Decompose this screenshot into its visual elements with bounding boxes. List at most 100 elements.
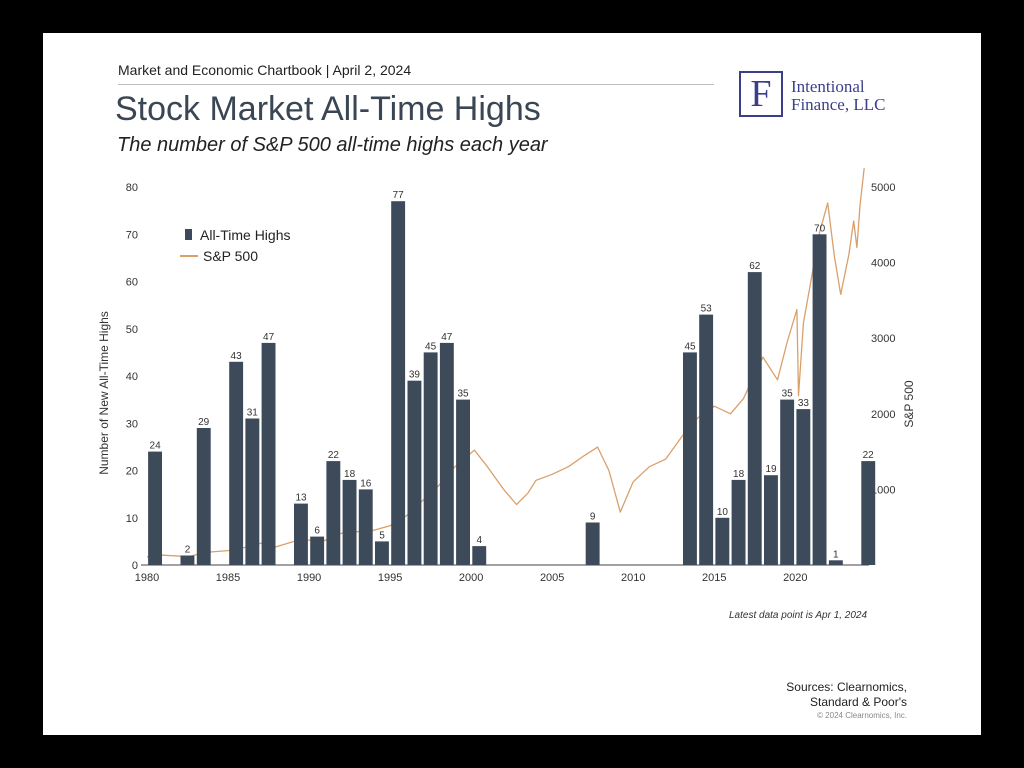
- bar-1985: [229, 361, 244, 565]
- legend-bar-swatch: [185, 229, 192, 240]
- y-tick-label: 80: [126, 182, 138, 194]
- bar-1993: [358, 489, 373, 565]
- bar-2000: [472, 546, 487, 565]
- bar-label-1987: 47: [263, 332, 275, 343]
- y-right-axis-title: S&P 500: [902, 380, 916, 427]
- bar-2020: [796, 409, 811, 565]
- bar-label-1982: 2: [185, 545, 191, 556]
- bar-label-1999: 35: [457, 389, 469, 400]
- chart-subtitle: The number of S&P 500 all-time highs eac…: [117, 134, 548, 156]
- bar-label-1993: 16: [360, 478, 372, 489]
- bar-1992: [342, 479, 357, 565]
- x-tick-label: 1990: [297, 572, 321, 584]
- y-tick-label: 60: [126, 277, 138, 289]
- bar-2014: [699, 314, 714, 565]
- y-tick-label: 30: [126, 418, 138, 430]
- legend-sp500: S&P 500: [203, 248, 258, 264]
- bar-label-1998: 47: [441, 332, 453, 343]
- y-right-tick-label: 4000: [871, 258, 895, 270]
- y-tick-label: 70: [126, 229, 138, 241]
- all-time-highs-chart: 1980 1985 1990 1995 2000 2005 2010 2015 20200102…: [97, 168, 916, 584]
- legend-all-time-highs: All-Time Highs: [200, 227, 291, 243]
- y-tick-label: 10: [126, 513, 138, 525]
- bar-label-1997: 45: [425, 341, 437, 352]
- bar-label-2007: 9: [590, 512, 596, 523]
- bar-label-2021: 70: [814, 223, 826, 234]
- bar-2018: [764, 475, 778, 565]
- bar-2016: [731, 479, 746, 565]
- bar-label-1986: 31: [247, 408, 259, 419]
- bar-label-2015: 10: [717, 507, 729, 518]
- logo-mark-icon: F: [739, 71, 783, 117]
- bar-1998: [439, 342, 454, 565]
- bar-1987: [261, 342, 276, 565]
- bar-label-1985: 43: [231, 351, 243, 362]
- bar-1999: [456, 399, 470, 565]
- bar-label-1991: 22: [328, 450, 340, 461]
- bar-2017: [747, 272, 762, 565]
- bar-1995: [391, 201, 406, 565]
- y-tick-label: 0: [132, 560, 138, 572]
- bar-1994: [375, 541, 389, 565]
- bar-1997: [423, 352, 438, 565]
- sources-line-2: Standard & Poor's: [809, 695, 907, 709]
- bar-label-2000: 4: [477, 535, 483, 546]
- bar-1982: [180, 555, 195, 565]
- bar-2019: [780, 399, 795, 565]
- bar-2021: [812, 234, 827, 566]
- bar-label-1992: 18: [344, 469, 356, 480]
- bar-2013: [683, 352, 697, 565]
- header-divider: [118, 84, 714, 85]
- bar-1990: [310, 536, 325, 565]
- bar-2024: [861, 461, 876, 565]
- bar-label-2017: 62: [749, 261, 761, 272]
- bars-layer: 24 2 29 43 31 47 13 6 22 18 16 5 77 39 45 47 35 4 9 45 53 10 1…: [148, 190, 876, 566]
- x-tick-label: 2010: [621, 572, 645, 584]
- y-right-tick-label: 2000: [871, 409, 895, 421]
- y-tick-label: 20: [126, 466, 138, 478]
- bar-label-2013: 45: [684, 341, 696, 352]
- chartbook-kicker: Market and Economic Chartbook | April 2,…: [118, 62, 412, 78]
- y-right-tick-label: 5000: [871, 182, 895, 194]
- chart-slide: Market and Economic Chartbook | April 2,…: [43, 33, 981, 735]
- x-tick-label: 1995: [378, 572, 402, 584]
- bar-label-2016: 18: [733, 469, 745, 480]
- bar-label-2020: 33: [798, 398, 810, 409]
- bar-label-1980: 24: [150, 441, 162, 452]
- x-tick-label: 1980: [135, 572, 159, 584]
- chart-title: Stock Market All-Time Highs: [115, 90, 541, 128]
- x-tick-label: 2005: [540, 572, 564, 584]
- copyright-text: © 2024 Clearnomics, Inc.: [817, 711, 907, 720]
- y-axis-title: Number of New All-Time Highs: [97, 311, 111, 475]
- chart-axes: 1980 1985 1990 1995 2000 2005 2010 2015 20200102…: [97, 182, 916, 584]
- bar-2022: [828, 560, 843, 565]
- company-logo: F Intentional Finance, LLC: [739, 71, 899, 123]
- x-tick-label: 2020: [783, 572, 807, 584]
- bar-label-2024: 22: [863, 450, 875, 461]
- bar-label-1989: 13: [295, 493, 307, 504]
- bar-1983: [196, 428, 211, 565]
- bar-label-2018: 19: [765, 464, 777, 475]
- logo-name-line2: Finance, LLC: [791, 95, 886, 114]
- bar-2015: [715, 517, 730, 566]
- bar-1989: [294, 503, 308, 565]
- bar-label-1990: 6: [314, 526, 320, 537]
- bar-label-1983: 29: [198, 417, 210, 428]
- x-tick-label: 1985: [216, 572, 240, 584]
- bar-label-1996: 39: [409, 370, 421, 381]
- bar-1996: [407, 380, 422, 565]
- bar-label-2014: 53: [701, 304, 713, 315]
- chart-legend: All-Time Highs S&P 500: [180, 227, 291, 264]
- bar-1986: [245, 418, 260, 565]
- x-tick-label: 2000: [459, 572, 483, 584]
- logo-name-line1: Intentional: [791, 77, 865, 96]
- bar-2007: [585, 522, 600, 565]
- y-right-tick-label: 3000: [871, 333, 895, 345]
- bar-label-2022: 1: [833, 549, 839, 560]
- bar-1991: [326, 461, 341, 565]
- x-tick-label: 2015: [702, 572, 726, 584]
- bar-label-2019: 35: [782, 389, 794, 400]
- y-tick-label: 50: [126, 324, 138, 336]
- latest-data-note: Latest data point is Apr 1, 2024: [729, 610, 868, 621]
- bar-label-1994: 5: [379, 530, 385, 541]
